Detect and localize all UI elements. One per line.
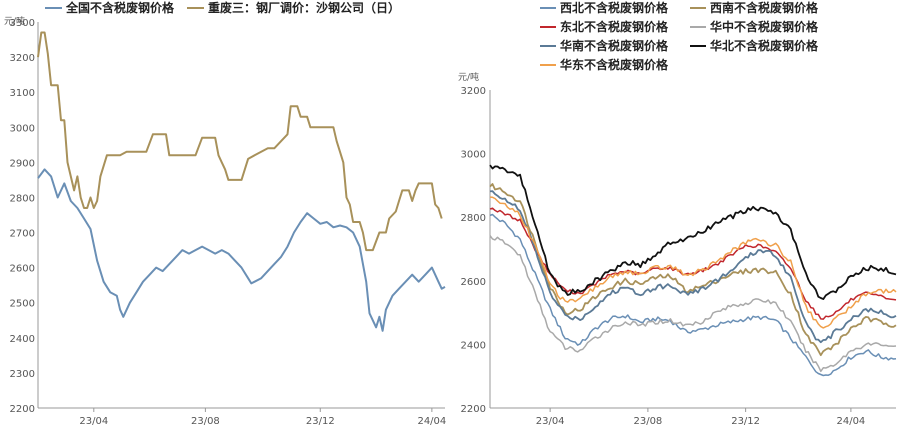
left-y-ticks: 2200 2300 2400 2500 2600 2700 2800 2900 3000 3100… [10,18,35,415]
right-y-tick-label: 3200 [461,86,486,97]
left-y-tick-label: 2200 [10,404,35,415]
left-y-tick-label: 2900 [10,158,35,169]
legend-label-right-5: 华北不含税废钢价格 [710,38,819,53]
right-series-line-5 [489,164,897,300]
right-y-tick-label: 3000 [461,150,486,161]
right-y-tick-label: 2800 [461,213,486,224]
left-y-tick-label: 3000 [10,123,35,134]
left-series-line-1 [37,31,443,252]
left-x-ticks: 23/04 23/08 23/12 24/04 [79,408,446,427]
left-series-group [37,31,446,332]
right-series-line-4 [489,190,897,344]
left-x-tick-label: 23/12 [306,416,335,427]
left-x-tick-label: 23/08 [191,416,220,427]
right-series-line-3 [489,235,897,373]
left-x-tick-label: 24/04 [417,416,446,427]
left-x-tick-label: 23/04 [79,416,108,427]
right-series-line-2 [489,207,897,320]
legend-label-left-0: 全国不含税废钢价格 [65,0,175,15]
left-y-tick-label: 3100 [10,88,35,99]
legend-label-right-4: 华南不含税废钢价格 [560,38,669,53]
right-series-line-0 [489,213,897,377]
right-series-line-1 [489,183,897,357]
right-y-tick-label: 2200 [461,404,486,415]
legend-label-right-1: 西南不含税废钢价格 [710,0,819,15]
left-y-tick-label: 2400 [10,334,35,345]
right-y-tick-label: 2600 [461,277,486,288]
legend-label-right-2: 东北不含税废钢价格 [560,19,669,34]
right-series-line-6 [489,196,897,329]
right-x-tick-label: 23/12 [731,416,760,427]
legend-label-right-3: 华中不含税废钢价格 [710,19,819,34]
right-unit-label: 元/吨 [458,71,479,83]
legend-label-left-1: 重废三：钢厂调价：沙钢公司（日） [208,0,400,15]
right-x-tick-label: 23/04 [536,416,565,427]
left-unit-label: 元/吨 [4,15,25,27]
right-series-group [489,164,897,377]
left-y-tick-label: 2600 [10,264,35,275]
right-y-ticks: 2200 2400 2600 2800 3000 3200 [461,86,486,415]
left-y-tick-label: 3300 [10,18,35,29]
left-chart: 元/吨 2200 2300 2400 2500 2600 2700 2800 2900 3000… [4,0,446,427]
left-y-tick-label: 2300 [10,369,35,380]
legend-label-right-6: 华东不含税废钢价格 [560,57,669,72]
right-x-tick-label: 23/08 [633,416,662,427]
right-x-tick-label: 24/04 [836,416,865,427]
left-y-tick-label: 2500 [10,299,35,310]
left-y-tick-label: 3200 [10,53,35,64]
left-y-tick-label: 2800 [10,193,35,204]
legend-label-right-0: 西北不含税废钢价格 [560,0,669,15]
right-x-ticks: 23/04 23/08 23/12 24/04 [536,408,865,427]
right-y-tick-label: 2400 [461,340,486,351]
left-y-tick-label: 2700 [10,229,35,240]
left-series-line-0 [37,168,446,332]
